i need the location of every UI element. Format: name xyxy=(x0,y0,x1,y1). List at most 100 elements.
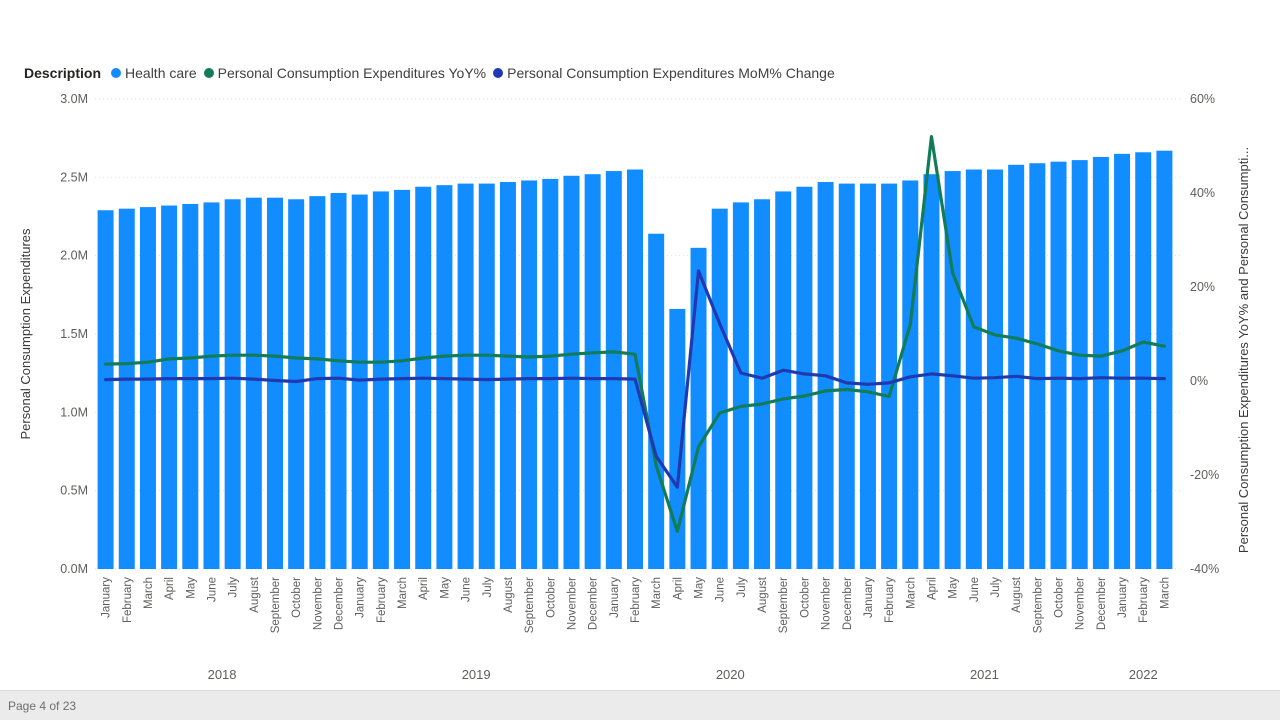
y-axis-tick-label: 40% xyxy=(1190,186,1215,200)
bar[interactable] xyxy=(330,193,347,569)
bar[interactable] xyxy=(754,199,771,569)
x-axis-month-label: July xyxy=(482,577,494,598)
x-axis-month-label: February xyxy=(1138,577,1150,623)
bar[interactable] xyxy=(1071,160,1088,569)
bar[interactable] xyxy=(1050,161,1067,569)
y-axis-tick-label: 20% xyxy=(1190,280,1215,294)
bar[interactable] xyxy=(923,174,940,569)
x-axis-month-label: December xyxy=(1096,577,1108,630)
bar[interactable] xyxy=(1135,152,1152,569)
bar[interactable] xyxy=(118,208,135,569)
bar[interactable] xyxy=(648,233,665,569)
x-axis-month-label: November xyxy=(312,577,324,630)
y-axis-tick-label: 0.5M xyxy=(60,484,88,498)
legend-dot-icon xyxy=(493,68,504,78)
x-axis-month-label: June xyxy=(969,577,981,602)
x-axis-month-label: May xyxy=(694,577,706,599)
bar[interactable] xyxy=(881,183,898,569)
x-axis-month-label: January xyxy=(355,577,367,618)
bar[interactable] xyxy=(605,171,622,570)
legend-item-label: Personal Consumption Expenditures YoY% xyxy=(217,65,487,81)
bar[interactable] xyxy=(690,247,707,570)
bar[interactable] xyxy=(775,191,792,569)
bar[interactable] xyxy=(542,178,559,569)
x-axis-month-label: November xyxy=(1075,577,1087,630)
bar[interactable] xyxy=(838,183,855,569)
x-axis-month-label: February xyxy=(122,577,134,623)
bar[interactable] xyxy=(1114,153,1131,570)
bar[interactable] xyxy=(97,210,114,569)
bar[interactable] xyxy=(351,194,368,570)
x-axis-month-label: May xyxy=(948,577,960,599)
bar[interactable] xyxy=(224,199,241,569)
x-axis-month-label: January xyxy=(1117,577,1129,618)
bar[interactable] xyxy=(182,203,199,569)
bar[interactable] xyxy=(457,183,474,569)
bar[interactable] xyxy=(1092,156,1109,569)
bar[interactable] xyxy=(288,199,305,569)
x-axis-month-label: January xyxy=(101,577,113,618)
y-axis-tick-label: 1.5M xyxy=(60,327,88,341)
legend-dot-icon xyxy=(111,68,122,78)
bar[interactable] xyxy=(987,169,1003,570)
bar[interactable] xyxy=(267,197,283,569)
bar[interactable] xyxy=(245,197,262,569)
bar-series xyxy=(97,150,1173,570)
legend-item-health-care[interactable]: Health care xyxy=(111,65,197,81)
x-axis-month-label: July xyxy=(736,577,748,598)
bar[interactable] xyxy=(309,196,326,569)
bar[interactable] xyxy=(499,182,516,570)
bar[interactable] xyxy=(478,183,495,569)
x-axis-month-label: February xyxy=(630,577,642,623)
bar[interactable] xyxy=(711,208,728,569)
x-axis-year-label: 2021 xyxy=(970,667,999,682)
x-axis-month-label: October xyxy=(291,577,303,618)
y-axis-tick-label: 1.0M xyxy=(60,405,88,419)
x-axis-month-label: June xyxy=(207,577,219,602)
x-axis-month-label: April xyxy=(164,577,176,600)
page-indicator: Page 4 of 23 xyxy=(8,698,77,713)
bar[interactable] xyxy=(161,205,178,570)
x-axis-month-label: August xyxy=(503,576,515,613)
x-axis-month-label: April xyxy=(418,577,430,600)
bar[interactable] xyxy=(796,186,813,569)
bar[interactable] xyxy=(965,169,982,570)
bar[interactable] xyxy=(584,174,601,569)
x-axis-month-label: October xyxy=(1054,577,1066,618)
bar[interactable] xyxy=(859,183,876,569)
x-axis-month-label: March xyxy=(905,577,917,609)
y-axis-tick-label: -20% xyxy=(1190,468,1219,482)
x-axis-month-label: July xyxy=(990,577,1002,598)
bar[interactable] xyxy=(1156,150,1173,569)
x-axis-month-label: November xyxy=(567,577,579,630)
bar[interactable] xyxy=(627,169,643,570)
x-axis-month-label: January xyxy=(609,577,621,618)
mom-line-series xyxy=(103,269,1167,489)
bar[interactable] xyxy=(732,202,749,569)
x-axis-month-label: July xyxy=(228,577,240,598)
legend-item-mom[interactable]: Personal Consumption Expenditures MoM% C… xyxy=(493,65,835,81)
y-axis-left-title: Personal Consumption Expenditures xyxy=(18,228,33,440)
x-axis-month-label: April xyxy=(927,577,939,600)
x-axis-month-label: January xyxy=(863,577,875,618)
y-axis-right-labels: 60% 40% 20% 0% -20% -40% xyxy=(1190,92,1219,576)
bar[interactable] xyxy=(669,308,686,569)
legend-title: Description xyxy=(24,65,102,81)
y-axis-tick-label: 2.0M xyxy=(60,249,88,263)
bar[interactable] xyxy=(563,175,580,569)
bar[interactable] xyxy=(203,202,220,569)
bar[interactable] xyxy=(1008,164,1025,570)
y-axis-tick-label: 2.5M xyxy=(60,170,88,184)
bar[interactable] xyxy=(1029,163,1046,569)
legend-item-yoy[interactable]: Personal Consumption Expenditures YoY% xyxy=(203,65,487,81)
y-axis-tick-label: 0% xyxy=(1190,374,1208,388)
x-axis-year-label: 2020 xyxy=(716,667,745,682)
yoy-line-series xyxy=(103,135,1167,534)
line-series-path xyxy=(103,135,1167,534)
bar[interactable] xyxy=(944,171,961,570)
x-axis-year-label: 2022 xyxy=(1129,667,1158,682)
bar[interactable] xyxy=(139,207,156,569)
x-axis-month-label: February xyxy=(376,577,388,623)
x-axis-month-label: August xyxy=(757,576,769,613)
bar[interactable] xyxy=(521,180,538,569)
